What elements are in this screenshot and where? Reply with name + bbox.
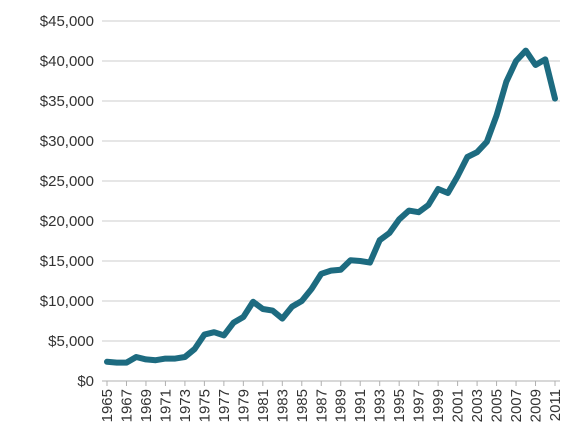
x-tick-label: 1987 [313, 389, 330, 422]
x-tick-label: 1971 [157, 389, 174, 422]
x-tick-label: 1965 [99, 389, 116, 422]
y-tick-label: $20,000 [40, 213, 94, 230]
y-tick-label: $25,000 [40, 173, 94, 190]
y-tick-label: $10,000 [40, 293, 94, 310]
x-tick-label: 1977 [216, 389, 233, 422]
x-axis-tick-labels: 1965 1967 1969 1971 1973 1975 1977 1979 1981 1983… [99, 381, 564, 422]
x-tick-label: 2005 [489, 389, 506, 422]
x-tick-label: 2001 [450, 389, 467, 422]
y-tick-label: $15,000 [40, 253, 94, 270]
y-tick-label: $5,000 [48, 333, 94, 350]
x-tick-label: 1997 [411, 389, 428, 422]
x-tick-label: 2009 [528, 389, 545, 422]
x-tick-label: 1991 [352, 389, 369, 422]
y-tick-label: $0 [77, 373, 94, 390]
x-tick-label: 1969 [138, 389, 155, 422]
y-tick-label: $40,000 [40, 53, 94, 70]
y-tick-label: $45,000 [40, 13, 94, 30]
x-tick-label: 1981 [255, 389, 272, 422]
x-tick-label: 1975 [196, 389, 213, 422]
y-tick-label: $30,000 [40, 133, 94, 150]
y-tick-label: $35,000 [40, 93, 94, 110]
x-tick-label: 1973 [177, 389, 194, 422]
x-tick-label: 1993 [372, 389, 389, 422]
x-tick-label: 1983 [274, 389, 291, 422]
x-tick-label: 2011 [547, 389, 564, 421]
y-axis-tick-labels: $0 $5,000 $10,000 $15,000 $20,000 $25,000 $30,… [40, 13, 94, 390]
series-line [104, 47, 558, 366]
x-tick-label: 2003 [469, 389, 486, 422]
x-tick-label: 1985 [294, 389, 311, 422]
x-tick-label: 1989 [333, 389, 350, 422]
x-tick-label: 2007 [508, 389, 525, 422]
x-tick-label: 1999 [430, 389, 447, 422]
x-tick-label: 1979 [235, 389, 252, 422]
x-tick-label: 1967 [118, 389, 135, 422]
x-tick-label: 1995 [391, 389, 408, 422]
gridlines [102, 20, 560, 342]
